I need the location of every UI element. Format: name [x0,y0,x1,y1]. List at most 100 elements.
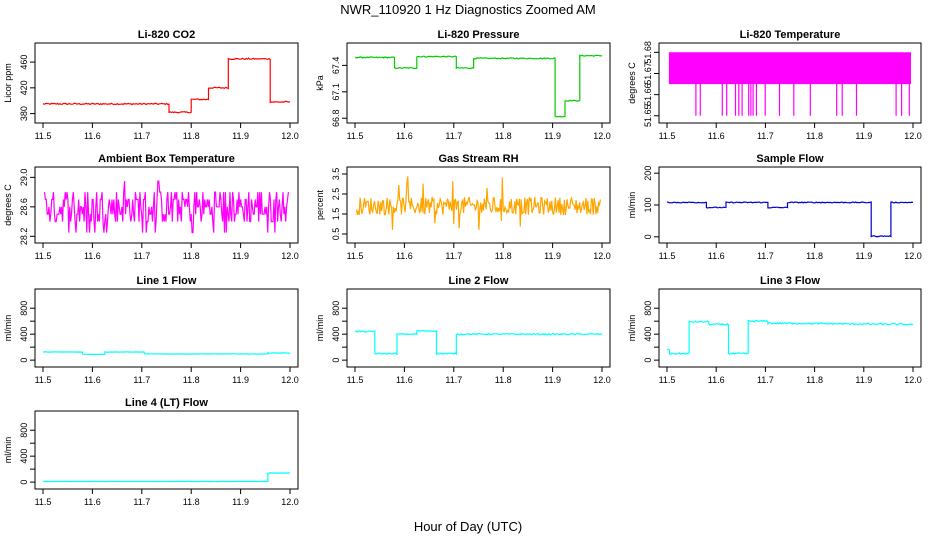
y-axis-label: degrees C [3,184,13,226]
x-tick-label: 11.5 [35,251,52,261]
x-tick-label: 11.7 [757,251,774,261]
x-tick-label: 11.5 [35,131,52,141]
x-tick-label: 11.8 [495,251,512,261]
y-tick-label: 420 [19,80,29,95]
panel-title: Li-820 Pressure [438,29,520,41]
x-tick-label: 11.5 [659,375,676,385]
series-line [666,201,914,238]
y-tick-label: 800 [331,301,341,316]
y-tick-label: 66.8 [331,109,341,127]
y-tick-label: 28.6 [19,198,29,216]
panel-1: Li-820 Pressure 11.5 11.6 11.7 11.8 11.9 12.0 6… [315,29,611,141]
y-tick-label: 200 [643,166,653,181]
x-tick-label: 11.8 [806,375,823,385]
figure-title: NWR_110920 1 Hz Diagnostics Zoomed AM [340,2,596,17]
x-tick-label: 11.9 [855,251,872,261]
series-line [355,176,601,230]
plot-frame [34,410,299,490]
y-tick-label: 400 [331,327,341,342]
plot-frame [34,288,299,368]
x-tick-label: 11.9 [232,375,249,385]
y-tick-label: 800 [643,301,653,316]
y-tick-label: 51.66 [643,83,653,106]
x-tick-label: 11.6 [708,131,725,141]
x-tick-label: 11.6 [396,251,413,261]
y-axis-label: ml/min [3,315,13,342]
x-tick-label: 11.7 [445,251,462,261]
panel-title: Line 4 (LT) Flow [125,397,208,409]
x-tick-label: 11.7 [757,131,774,141]
x-tick-label: 11.9 [232,251,249,261]
y-axis-label: kPa [315,75,325,91]
x-tick-label: 11.5 [347,251,364,261]
x-tick-label: 11.7 [133,251,150,261]
y-axis-label: ml/min [627,315,637,342]
y-tick-label: 380 [19,106,29,121]
x-tick-label: 11.7 [757,375,774,385]
x-tick-label: 11.6 [396,375,413,385]
x-tick-label: 11.5 [35,375,52,385]
x-tick-label: 11.9 [544,375,561,385]
plot-frame [658,42,922,124]
x-tick-label: 12.0 [281,251,299,261]
panel-title: Line 1 Flow [137,275,197,287]
panel-5: Sample Flow 11.5 11.6 11.7 11.8 11.9 12.0 0 100 2… [627,153,922,261]
x-tick-label: 12.0 [281,497,299,507]
y-tick-label: 0.5 [331,228,341,241]
plot-frame [346,42,611,124]
panel-title: Sample Flow [756,153,824,165]
x-tick-label: 11.5 [347,131,364,141]
y-tick-label: 67.1 [331,83,341,101]
plot-frame [346,166,611,244]
y-tick-label: 100 [643,197,653,212]
panel-title: Line 3 Flow [760,275,820,287]
y-axis-label: percent [315,189,325,220]
x-tick-label: 11.6 [708,251,725,261]
panel-title: Ambient Box Temperature [98,153,235,165]
x-tick-label: 11.6 [84,131,101,141]
x-tick-label: 11.7 [133,375,150,385]
y-tick-label: 51.65 [643,105,653,128]
y-tick-label: 28.2 [19,228,29,246]
y-tick-label: 400 [643,327,653,342]
y-tick-label: 400 [19,327,29,342]
plot-frame [346,288,611,368]
figure-xlabel: Hour of Day (UTC) [414,519,522,534]
x-tick-label: 12.0 [593,375,611,385]
x-tick-label: 11.7 [133,131,150,141]
y-tick-label: 0 [643,358,653,363]
x-tick-label: 11.6 [84,497,101,507]
panel-7: Line 2 Flow 11.5 11.6 11.7 11.8 11.9 12.0 0 400 8… [315,275,611,385]
x-tick-label: 11.8 [183,251,200,261]
x-tick-label: 11.9 [232,497,249,507]
x-tick-label: 12.0 [904,251,922,261]
x-tick-label: 12.0 [904,131,922,141]
y-tick-label: 67.4 [331,57,341,75]
y-tick-label: 800 [19,423,29,438]
plot-frame [34,166,299,244]
y-tick-label: 2.5 [331,188,341,201]
x-tick-label: 11.6 [396,131,413,141]
panel-6: Line 1 Flow 11.5 11.6 11.7 11.8 11.9 12.0 0 400 8… [3,275,299,385]
panel-9: Line 4 (LT) Flow 11.5 11.6 11.7 11.8 11.9 12.0… [3,397,299,507]
y-tick-label: 29.0 [19,169,29,187]
x-tick-label: 12.0 [281,131,299,141]
x-tick-label: 11.5 [35,497,52,507]
y-axis-label: ml/min [627,192,637,219]
x-tick-label: 11.7 [445,131,462,141]
x-tick-label: 11.8 [806,251,823,261]
y-axis-label: ml/min [315,315,325,342]
x-tick-label: 11.8 [183,375,200,385]
x-tick-label: 11.8 [806,131,823,141]
panels: Li-820 CO2 11.5 11.6 11.7 11.8 11.9 12.0 380 420… [3,29,922,507]
x-tick-label: 11.8 [183,131,200,141]
y-axis-label: Licor ppm [3,63,13,103]
series-line [42,351,290,356]
x-tick-label: 11.5 [659,251,676,261]
series-line [42,472,290,483]
panel-0: Li-820 CO2 11.5 11.6 11.7 11.8 11.9 12.0 380 420… [3,29,299,141]
panel-8: Line 3 Flow 11.5 11.6 11.7 11.8 11.9 12.0 0 400 8… [627,275,922,385]
panel-title: Gas Stream RH [438,153,518,165]
y-axis-label: degrees C [627,62,637,104]
